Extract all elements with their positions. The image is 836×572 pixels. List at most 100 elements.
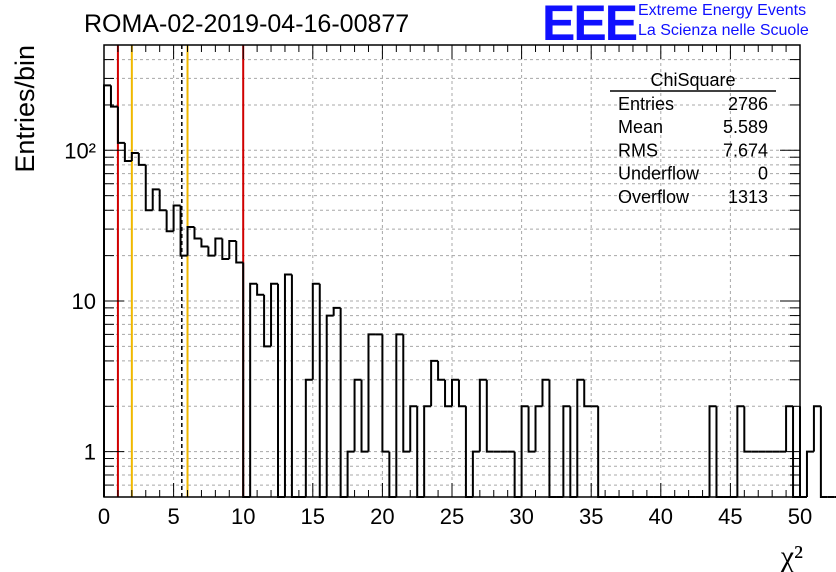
x-tick-label: 50 xyxy=(788,504,812,529)
histogram-bin xyxy=(228,240,237,259)
stats-label: RMS xyxy=(618,140,658,160)
histogram-bin xyxy=(430,359,439,407)
histogram-bin xyxy=(172,204,181,232)
histogram-bin xyxy=(193,226,202,240)
x-axis: 0 5 10 15 20 25 30 35 40 45 50 xyxy=(98,45,812,529)
histogram-bin xyxy=(283,273,292,497)
histogram-bin xyxy=(381,334,390,453)
x-tick-label: 30 xyxy=(509,504,533,529)
logo-mark: EEE xyxy=(542,0,638,51)
histogram-bin xyxy=(311,282,320,380)
stats-value: 2786 xyxy=(728,94,768,114)
histogram-bin xyxy=(451,378,459,407)
histogram-bin xyxy=(478,378,487,452)
x-tick-label: 45 xyxy=(718,504,742,529)
histogram-bin xyxy=(548,379,557,498)
histogram-bin xyxy=(353,378,362,452)
y-tick-label: 10² xyxy=(64,138,96,163)
stats-value: 7.674 xyxy=(723,140,768,160)
y-tick-label: 1 xyxy=(84,440,96,465)
stats-box-title: ChiSquare xyxy=(650,70,735,90)
histogram-bin xyxy=(485,379,494,453)
histogram-bin xyxy=(123,142,132,162)
run-title: ROMA-02-2019-04-16-00877 xyxy=(84,10,410,38)
histogram-bin xyxy=(562,405,571,497)
histogram-bin xyxy=(207,246,216,257)
eee-logo: EEE Extreme Energy Events La Scienza nel… xyxy=(542,0,832,51)
histogram-bin xyxy=(200,238,209,248)
histogram-bin xyxy=(214,237,223,256)
x-tick-label: 5 xyxy=(167,504,179,529)
histogram-bin xyxy=(395,333,404,497)
histogram-bin xyxy=(583,379,592,408)
histogram-bin xyxy=(541,378,550,407)
x-tick-label: 10 xyxy=(231,504,255,529)
x-tick-label: 20 xyxy=(370,504,394,529)
stats-label: Underflow xyxy=(618,164,700,184)
y-axis: 1 10 10² xyxy=(64,44,800,498)
histogram-bin xyxy=(249,282,258,497)
histogram-bin xyxy=(423,405,432,497)
histogram-bin xyxy=(409,405,418,452)
stats-value: 1313 xyxy=(728,187,768,207)
histogram-bin xyxy=(325,314,334,497)
y-axis-title: Entries/bin xyxy=(10,45,40,173)
histogram-bin xyxy=(812,405,821,452)
histogram-bin xyxy=(332,306,341,316)
histogram-bin xyxy=(444,379,452,408)
histogram-bin xyxy=(527,406,536,453)
histogram-bin xyxy=(346,450,355,497)
histogram-bin xyxy=(263,294,272,348)
histogram-bin xyxy=(785,405,794,452)
histogram-bin xyxy=(819,406,828,498)
y-tick-label: 10 xyxy=(72,289,96,314)
histogram-bin xyxy=(103,84,111,497)
histogram-bin xyxy=(339,307,348,498)
stats-label: Entries xyxy=(618,94,674,114)
histogram-bin xyxy=(158,189,167,212)
grid xyxy=(104,45,800,497)
histogram-bin xyxy=(235,241,244,264)
x-axis-title: χ² xyxy=(780,540,803,572)
stats-value: 0 xyxy=(758,164,768,184)
x-tick-label: 15 xyxy=(301,504,325,529)
histogram-bin xyxy=(367,333,376,452)
stats-box: ChiSquare Entries 2786 Mean 5.589 RMS 7.674 Und… xyxy=(610,70,776,207)
histogram-bin xyxy=(576,378,585,497)
histogram-bin xyxy=(221,238,230,260)
histogram-bin xyxy=(402,334,411,453)
histogram-bin xyxy=(437,360,446,381)
histogram-bin xyxy=(520,405,529,497)
histogram-bin xyxy=(304,378,313,497)
histogram-bin xyxy=(743,406,752,453)
x-tick-label: 0 xyxy=(98,504,110,529)
histogram-bin xyxy=(457,379,466,408)
histogram-bin xyxy=(256,283,265,296)
stats-value: 5.589 xyxy=(723,117,768,137)
histogram-bin xyxy=(736,405,745,497)
histogram-bin xyxy=(179,205,188,257)
histogram-bin xyxy=(137,152,146,166)
x-tick-label: 40 xyxy=(649,504,673,529)
logo-line-2: La Scienza nelle Scuole xyxy=(638,22,809,39)
histogram-bin xyxy=(151,188,160,211)
logo-line-1: Extreme Energy Events xyxy=(638,2,807,19)
histogram-bin xyxy=(116,106,125,144)
histogram-bin xyxy=(186,225,195,256)
histogram-bin xyxy=(360,379,369,453)
histogram-bin xyxy=(805,450,814,497)
histogram-bin xyxy=(109,85,118,108)
histogram-bin xyxy=(130,151,139,161)
histogram-bin xyxy=(708,405,717,497)
x-tick-label: 25 xyxy=(440,504,464,529)
stats-label: Overflow xyxy=(618,187,690,207)
x-tick-label: 35 xyxy=(579,504,603,529)
histogram-bin xyxy=(144,164,153,212)
histogram-bin xyxy=(471,450,480,497)
histogram-bin xyxy=(534,405,543,452)
histogram-bin xyxy=(270,282,278,347)
stats-label: Mean xyxy=(618,117,663,137)
histogram-bin xyxy=(165,210,174,233)
